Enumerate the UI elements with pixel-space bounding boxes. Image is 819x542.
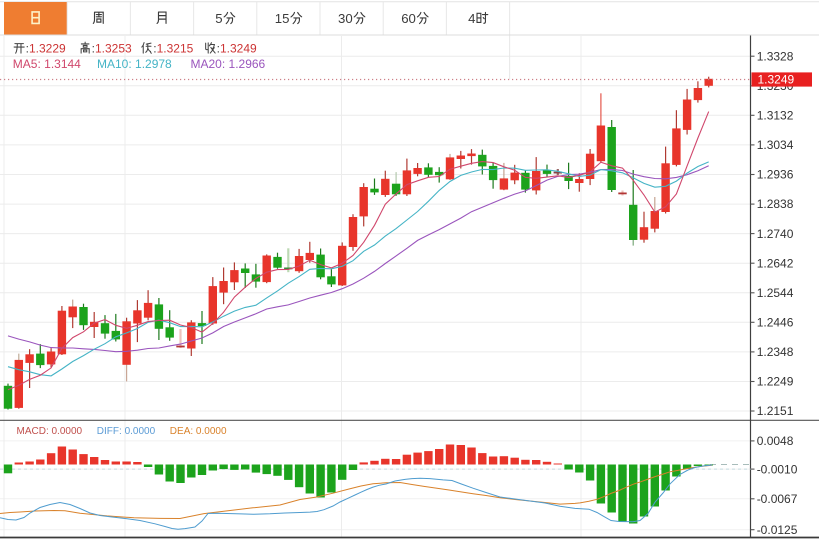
svg-text:0.0048: 0.0048 [757,434,794,448]
svg-text:5: 5 [215,11,222,26]
svg-text:1.3132: 1.3132 [757,109,794,123]
svg-text:DIFF: 0.0000: DIFF: 0.0000 [97,426,156,437]
svg-text:1.2151: 1.2151 [757,404,794,418]
svg-text:1.2544: 1.2544 [757,286,794,300]
svg-text:1.3215: 1.3215 [157,41,194,55]
svg-text:1.3253: 1.3253 [95,41,132,55]
svg-text:1.3034: 1.3034 [757,138,794,152]
svg-text:1.2348: 1.2348 [757,345,794,359]
svg-text:4: 4 [468,11,475,26]
svg-text:1.3249: 1.3249 [220,41,257,55]
svg-text:-0.0010: -0.0010 [757,462,798,476]
svg-text:MA5: 1.3144: MA5: 1.3144 [13,57,81,71]
svg-text:-0.0067: -0.0067 [757,492,798,506]
svg-text::: : [26,41,29,55]
svg-text:15: 15 [275,11,290,26]
svg-text::: : [153,41,156,55]
svg-text:-0.0125: -0.0125 [757,523,798,537]
svg-text:1.2249: 1.2249 [757,375,794,389]
svg-text:MA20: 1.2966: MA20: 1.2966 [191,57,266,71]
svg-text:1.2740: 1.2740 [757,227,794,241]
svg-text:MA10: 1.2978: MA10: 1.2978 [97,57,172,71]
svg-text:1.3249: 1.3249 [758,73,795,87]
svg-text:1.2446: 1.2446 [757,316,794,330]
svg-text:30: 30 [338,11,353,26]
svg-text:1.3229: 1.3229 [29,41,66,55]
svg-text::: : [92,41,95,55]
svg-text:MACD: 0.0000: MACD: 0.0000 [17,426,83,437]
svg-text:1.2642: 1.2642 [757,256,794,270]
svg-text:60: 60 [401,11,416,26]
svg-text:DEA: 0.0000: DEA: 0.0000 [170,426,227,437]
svg-text:1.2838: 1.2838 [757,197,794,211]
svg-text:1.2936: 1.2936 [757,168,794,182]
svg-text::: : [217,41,220,55]
svg-text:1.3328: 1.3328 [757,49,794,63]
